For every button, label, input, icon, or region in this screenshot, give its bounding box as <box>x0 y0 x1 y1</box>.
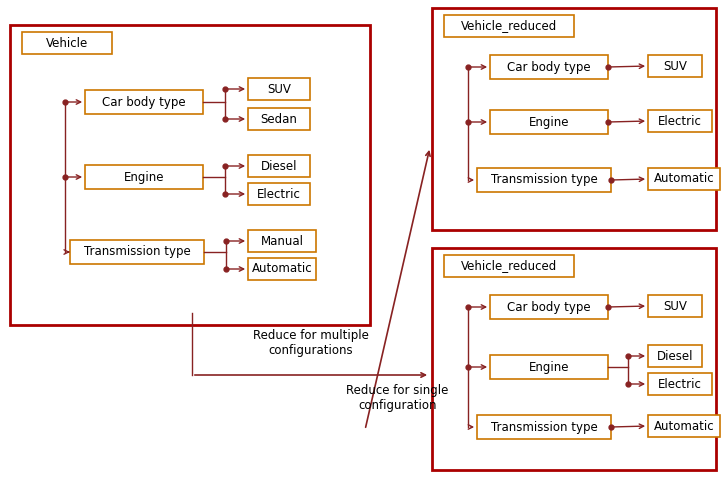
Text: Diesel: Diesel <box>261 160 298 172</box>
Text: Automatic: Automatic <box>654 172 715 185</box>
Text: Electric: Electric <box>658 377 702 390</box>
Text: Vehicle_reduced: Vehicle_reduced <box>461 20 557 33</box>
Text: Car body type: Car body type <box>508 60 591 73</box>
Text: Car body type: Car body type <box>508 300 591 313</box>
Text: Diesel: Diesel <box>657 350 694 363</box>
Bar <box>22 32 112 54</box>
Text: Automatic: Automatic <box>654 420 715 433</box>
Bar <box>648 295 702 317</box>
Bar <box>490 295 608 319</box>
Text: Transmission type: Transmission type <box>84 246 190 259</box>
Bar <box>648 55 702 77</box>
Bar <box>648 373 712 395</box>
Text: Engine: Engine <box>124 171 164 183</box>
Bar <box>85 90 203 114</box>
Bar <box>490 55 608 79</box>
Bar <box>477 415 611 439</box>
Text: Electric: Electric <box>257 187 301 201</box>
Text: Reduce for multiple
configurations: Reduce for multiple configurations <box>253 329 369 357</box>
Text: Engine: Engine <box>529 115 569 128</box>
Text: Reduce for single
configuration: Reduce for single configuration <box>346 384 449 412</box>
Bar <box>70 240 204 264</box>
Text: Vehicle_reduced: Vehicle_reduced <box>461 260 557 273</box>
Bar <box>648 415 720 437</box>
Bar <box>490 355 608 379</box>
Bar <box>432 8 716 230</box>
Text: Transmission type: Transmission type <box>491 173 597 186</box>
Text: Manual: Manual <box>261 235 303 248</box>
Bar <box>85 165 203 189</box>
Text: Electric: Electric <box>658 114 702 127</box>
Bar <box>648 168 720 190</box>
Bar <box>477 168 611 192</box>
Text: Automatic: Automatic <box>252 262 312 275</box>
Text: SUV: SUV <box>663 299 687 312</box>
Bar <box>248 108 310 130</box>
Bar <box>648 110 712 132</box>
Text: Engine: Engine <box>529 361 569 374</box>
Bar <box>248 155 310 177</box>
Bar <box>432 248 716 470</box>
Bar <box>248 230 316 252</box>
Bar <box>444 15 574 37</box>
Bar <box>248 183 310 205</box>
Text: Vehicle: Vehicle <box>46 36 88 49</box>
Text: Sedan: Sedan <box>261 113 298 125</box>
Text: SUV: SUV <box>267 82 291 95</box>
Bar <box>248 78 310 100</box>
Text: Transmission type: Transmission type <box>491 421 597 433</box>
Bar <box>248 258 316 280</box>
Text: Car body type: Car body type <box>102 95 186 109</box>
Bar <box>648 345 702 367</box>
Bar <box>10 25 370 325</box>
Text: SUV: SUV <box>663 59 687 72</box>
Bar <box>490 110 608 134</box>
Bar <box>444 255 574 277</box>
